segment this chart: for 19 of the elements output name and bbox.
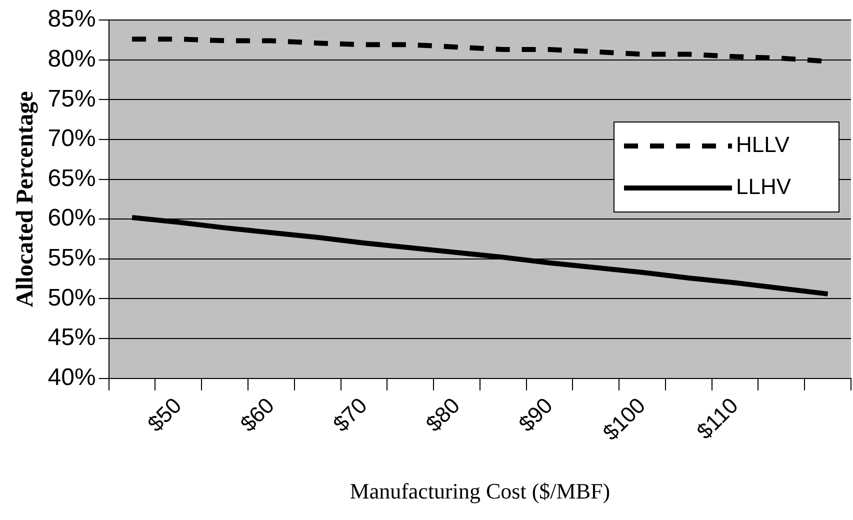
y-tick-label: 80% xyxy=(48,45,96,72)
x-tick-label: $50 xyxy=(142,392,186,436)
y-tick-label: 75% xyxy=(48,85,96,112)
y-axis-title: Allocated Percentage xyxy=(12,90,39,308)
y-tick-label: 60% xyxy=(48,204,96,232)
y-tick-label: 55% xyxy=(48,244,96,272)
x-tick-label: $90 xyxy=(514,392,558,436)
y-tick-label: 50% xyxy=(48,284,96,312)
legend-label: HLLV xyxy=(736,132,790,158)
y-tick-label: 65% xyxy=(48,164,96,192)
x-axis-title: Manufacturing Cost ($/MBF) xyxy=(350,478,610,504)
x-tick-label: $70 xyxy=(328,392,372,436)
x-tick-label: $80 xyxy=(420,392,465,436)
legend-label: LLHV xyxy=(736,174,792,200)
y-tick-label: 45% xyxy=(48,324,96,352)
y-tick-label: 40% xyxy=(48,364,96,391)
y-tick-label: 85% xyxy=(48,6,96,33)
x-tick-label: $60 xyxy=(235,392,280,436)
y-tick-label: 70% xyxy=(48,125,96,152)
